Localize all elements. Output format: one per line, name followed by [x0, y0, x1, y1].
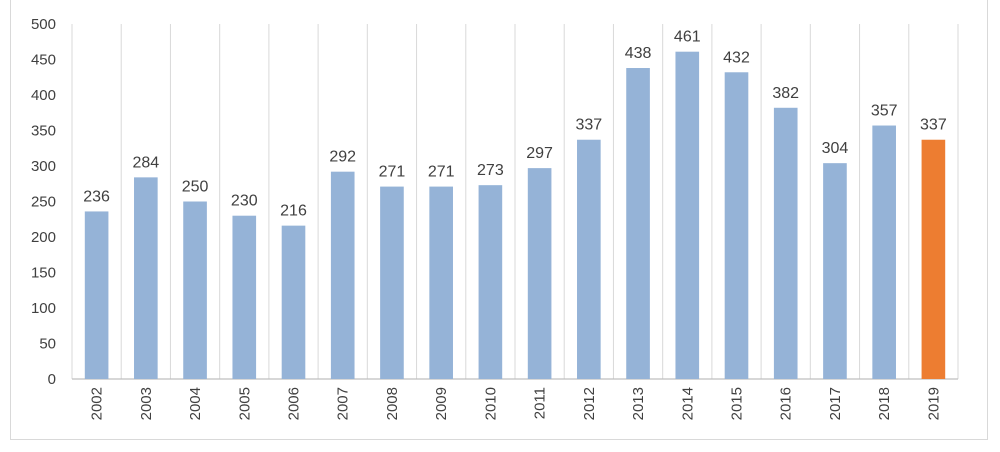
y-tick-label: 450	[31, 52, 56, 69]
bar	[183, 201, 207, 379]
x-tick-label: 2017	[827, 387, 844, 420]
bar	[872, 125, 896, 379]
y-tick-label: 400	[31, 87, 56, 104]
bar	[281, 225, 306, 379]
data-label: 357	[871, 103, 898, 120]
x-tick-label: 2014	[679, 387, 696, 420]
data-label: 292	[329, 149, 356, 166]
data-label: 216	[280, 203, 307, 220]
x-tick-label: 2008	[384, 387, 401, 420]
y-tick-label: 300	[31, 158, 56, 175]
data-label: 382	[772, 85, 799, 102]
x-tick-label: 2012	[581, 387, 598, 420]
y-tick-label: 50	[39, 336, 56, 353]
bar	[429, 186, 453, 379]
y-tick-label: 0	[48, 371, 56, 388]
x-tick-label: 2019	[925, 387, 942, 420]
x-tick-label: 2018	[876, 387, 893, 420]
data-label: 236	[83, 188, 110, 205]
x-tick-label: 2016	[778, 387, 795, 420]
bar	[232, 215, 257, 379]
data-label: 337	[575, 117, 602, 134]
x-tick-label: 2013	[630, 387, 647, 420]
y-tick-label: 200	[31, 229, 56, 246]
x-tick-label: 2003	[138, 387, 155, 420]
x-tick-label: 2006	[286, 387, 303, 420]
x-tick-label: 2015	[729, 387, 746, 420]
data-label: 304	[822, 140, 849, 157]
x-tick-label: 2009	[433, 387, 450, 420]
data-label: 432	[723, 49, 750, 66]
y-tick-label: 350	[31, 123, 56, 140]
x-tick-label: 2004	[187, 387, 204, 420]
y-tick-label: 500	[31, 16, 56, 33]
bar	[134, 177, 158, 379]
bar	[330, 171, 355, 379]
x-tick-label: 2005	[236, 387, 253, 420]
x-tick-label: 2010	[482, 387, 499, 420]
bar	[478, 185, 503, 379]
x-tick-label: 2007	[335, 387, 352, 420]
y-tick-label: 250	[31, 194, 56, 211]
data-label: 230	[231, 193, 258, 210]
bar	[626, 68, 650, 380]
data-label: 438	[625, 45, 652, 62]
data-label: 461	[674, 29, 701, 46]
x-tick-label: 2002	[89, 387, 106, 420]
data-label: 271	[428, 164, 455, 181]
bar	[527, 168, 552, 379]
bar	[724, 72, 749, 379]
bar	[921, 139, 946, 379]
data-label: 337	[920, 117, 947, 134]
bar	[823, 163, 847, 379]
bar	[380, 186, 404, 379]
bar	[773, 107, 798, 379]
bar	[675, 51, 700, 379]
y-tick-label: 150	[31, 265, 56, 282]
data-label: 297	[526, 145, 553, 162]
data-label: 250	[182, 179, 209, 196]
y-tick-label: 100	[31, 300, 56, 317]
x-tick-label: 2011	[532, 387, 549, 419]
data-label: 271	[379, 164, 406, 181]
bar	[84, 211, 109, 379]
data-label: 284	[132, 154, 159, 171]
data-label: 273	[477, 162, 504, 179]
bar	[577, 139, 601, 379]
